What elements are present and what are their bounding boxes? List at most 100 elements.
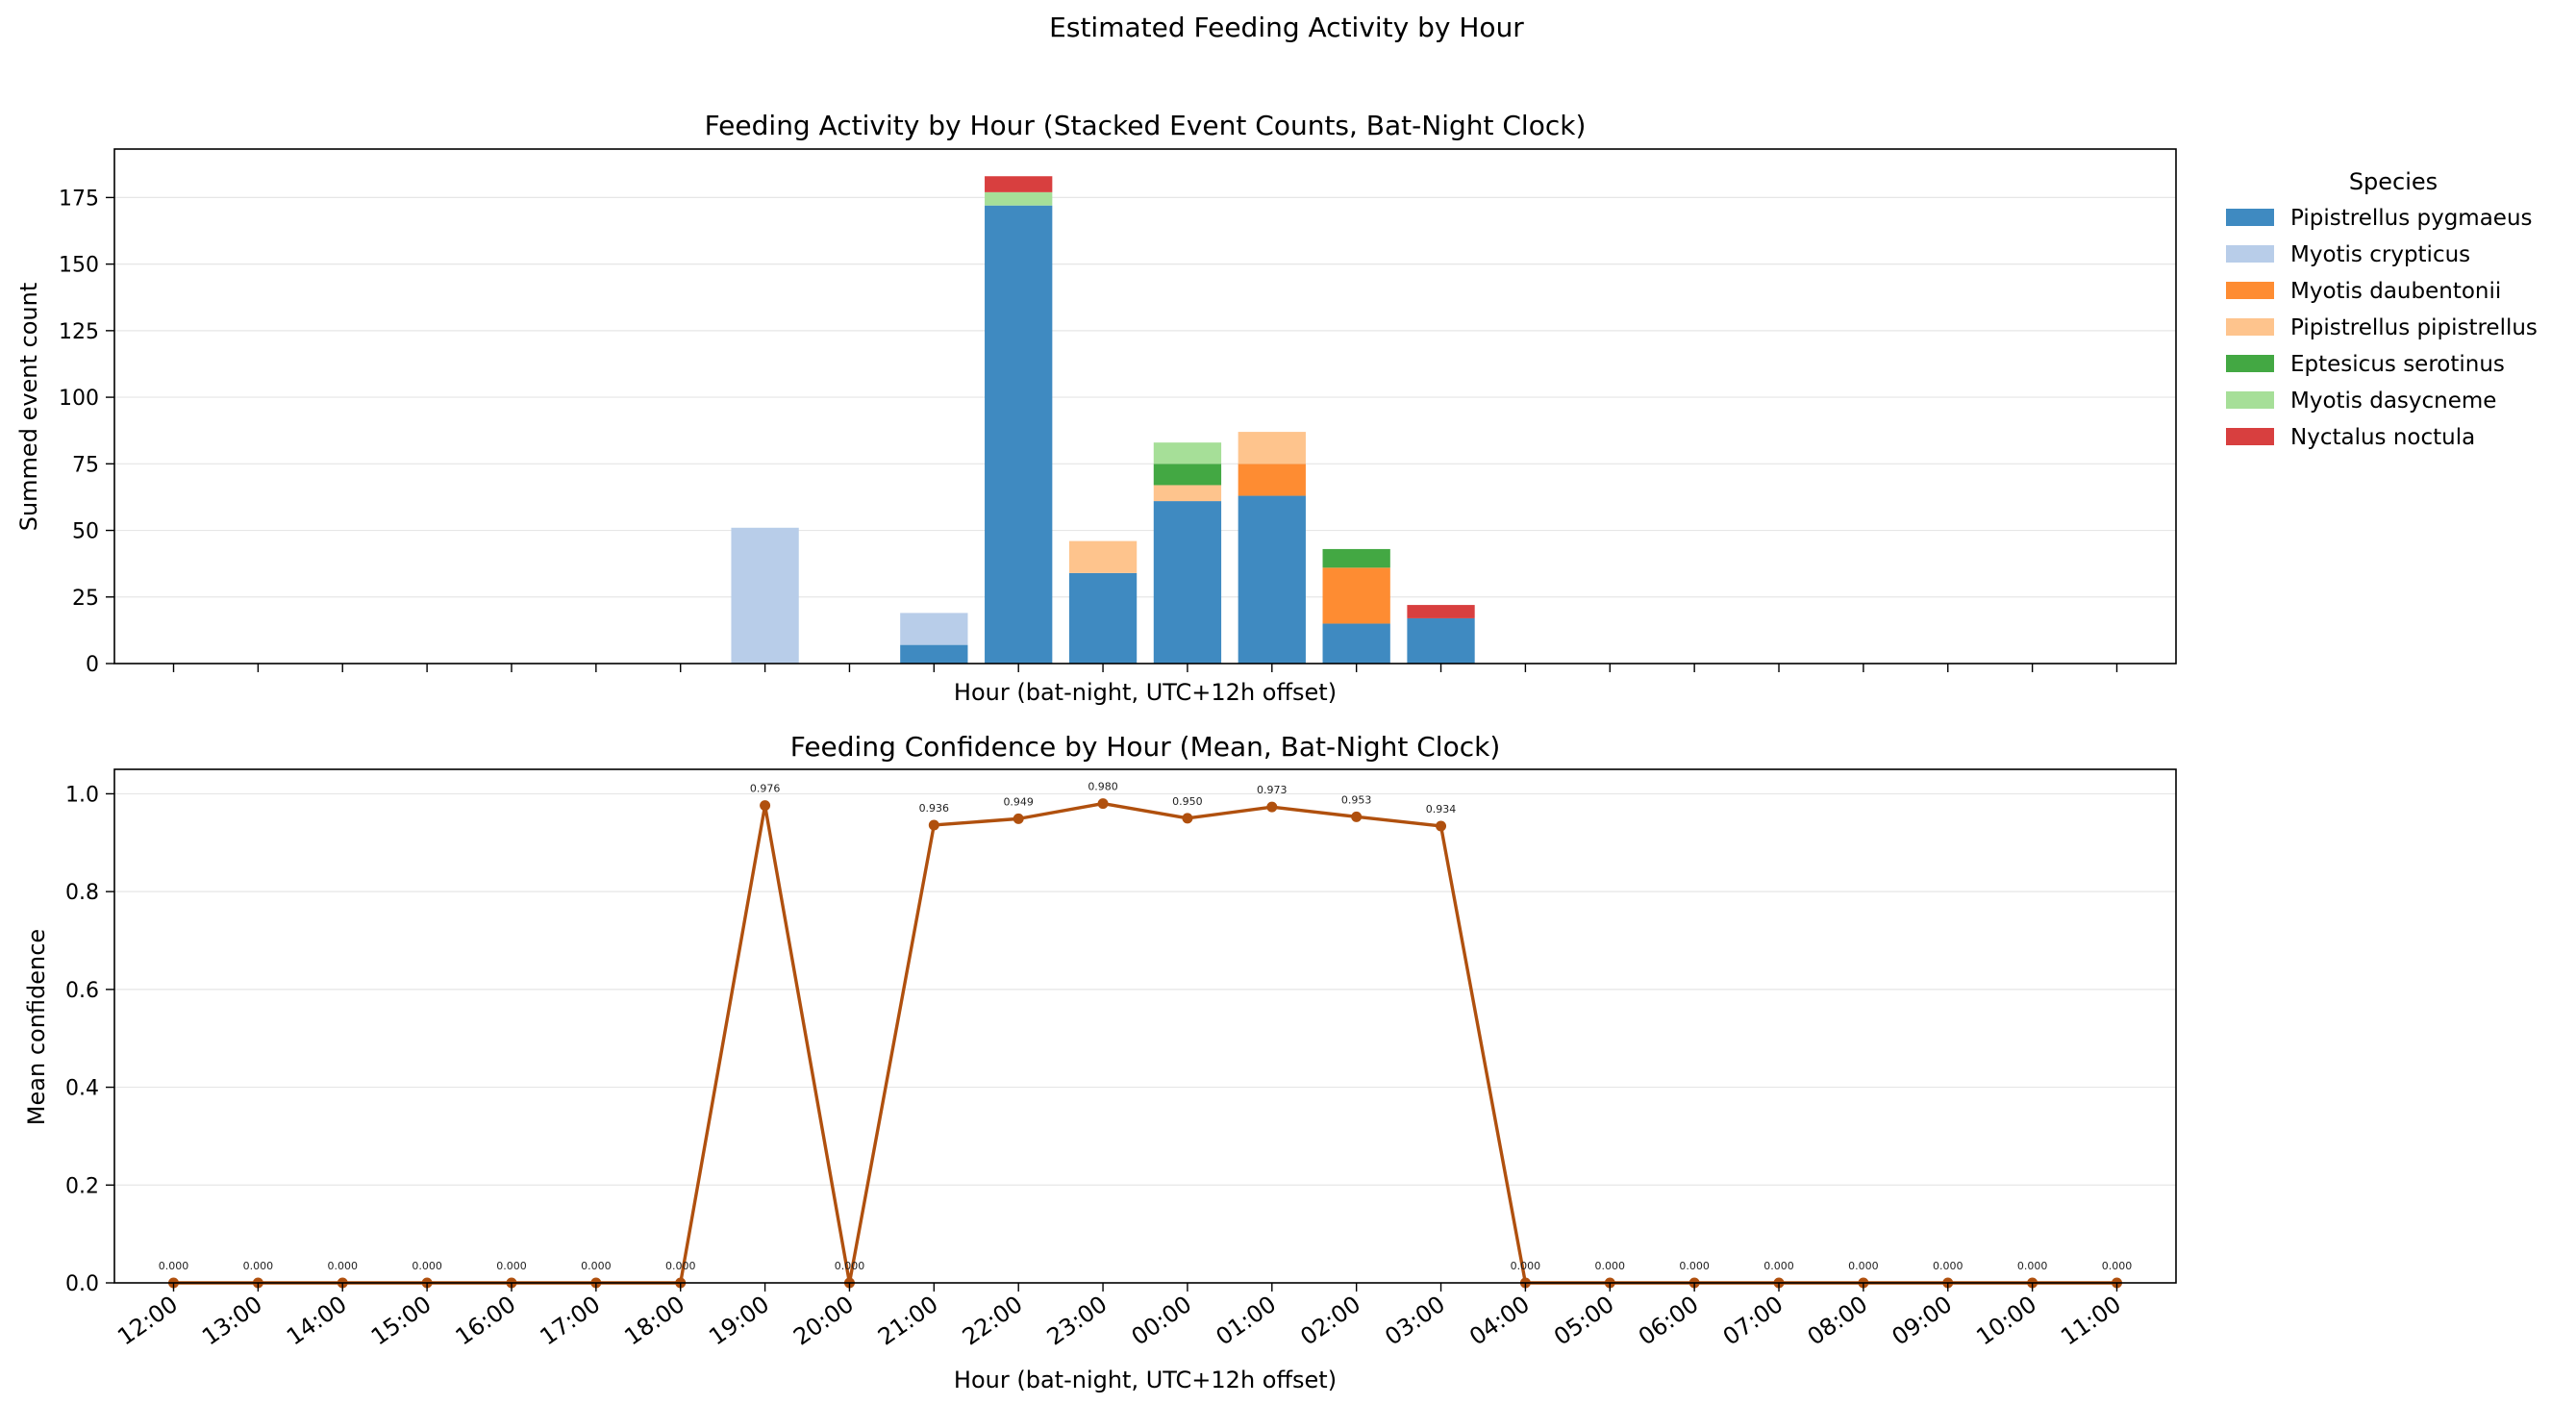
top-chart-title: Feeding Activity by Hour (Stacked Event … xyxy=(705,110,1587,141)
legend-entry: Myotis daubentonii xyxy=(2290,279,2501,304)
bar-segment xyxy=(1153,485,1222,502)
confidence-data-label: 0.976 xyxy=(750,783,781,795)
bottom-y-tick-label: 0.2 xyxy=(65,1174,99,1198)
bar-segment xyxy=(1238,495,1306,664)
bottom-x-tick-label: 01:00 xyxy=(1212,1291,1282,1351)
bar-segment xyxy=(1238,464,1306,496)
bottom-y-tick-label: 0.0 xyxy=(65,1272,99,1296)
bottom-x-tick-label: 12:00 xyxy=(113,1291,183,1351)
bottom-x-tick-label: 21:00 xyxy=(873,1291,943,1351)
legend-swatch xyxy=(2226,209,2274,226)
legend-swatch xyxy=(2226,318,2274,336)
confidence-point xyxy=(760,800,771,812)
bottom-y-tick-label: 0.4 xyxy=(65,1077,99,1101)
bottom-x-tick-label: 09:00 xyxy=(1887,1291,1957,1351)
bottom-x-tick-label: 00:00 xyxy=(1127,1291,1197,1351)
bottom-y-tick-label: 0.8 xyxy=(65,881,99,905)
confidence-data-label: 0.000 xyxy=(1595,1260,1626,1272)
bottom-x-ticks: 12:00 13:00 14:00 15:00 16:00 17:00 18:00 19:00… xyxy=(113,1283,2126,1351)
bottom-x-tick-label: 05:00 xyxy=(1549,1291,1619,1351)
bottom-x-tick-label: 04:00 xyxy=(1464,1291,1535,1351)
bottom-x-tick-label: 13:00 xyxy=(197,1291,267,1351)
bar-segment xyxy=(1322,567,1390,624)
bottom-x-tick-label: 08:00 xyxy=(1803,1291,1873,1351)
bar-segment xyxy=(900,644,968,664)
stacked-bar-chart: Feeding Activity by Hour (Stacked Event … xyxy=(15,110,2177,706)
legend-title: Species xyxy=(2349,168,2438,195)
bottom-x-tick-label: 16:00 xyxy=(451,1291,521,1351)
confidence-data-label: 0.000 xyxy=(2017,1260,2048,1272)
bottom-x-tick-label: 10:00 xyxy=(1971,1291,2041,1351)
confidence-data-label: 0.000 xyxy=(1933,1260,1963,1272)
bar-segment xyxy=(1153,442,1222,464)
confidence-data-label: 0.936 xyxy=(919,802,950,815)
confidence-data-label: 0.000 xyxy=(2102,1260,2133,1272)
bottom-y-axis-label: Mean confidence xyxy=(23,929,50,1125)
confidence-point xyxy=(1266,801,1278,813)
bottom-x-tick-label: 19:00 xyxy=(704,1291,774,1351)
top-y-tick-label: 150 xyxy=(59,254,99,278)
top-y-tick-label: 175 xyxy=(59,187,99,211)
bottom-x-tick-label: 07:00 xyxy=(1718,1291,1788,1351)
confidence-data-label: 0.950 xyxy=(1172,795,1203,808)
confidence-data-label: 0.980 xyxy=(1088,781,1118,793)
confidence-data-label: 0.000 xyxy=(159,1260,189,1272)
top-gridlines xyxy=(114,196,2176,665)
bar-segment xyxy=(1322,548,1390,568)
top-bars xyxy=(731,176,1475,665)
top-x-axis-label: Hour (bat-night, UTC+12h offset) xyxy=(954,679,1337,706)
bottom-y-tick-label: 1.0 xyxy=(65,783,99,807)
figure-suptitle: Estimated Feeding Activity by Hour xyxy=(1049,12,1524,43)
bottom-x-tick-label: 11:00 xyxy=(2056,1291,2126,1351)
bottom-x-tick-label: 14:00 xyxy=(282,1291,352,1351)
bar-segment xyxy=(1153,501,1222,664)
bar-segment xyxy=(1153,464,1222,486)
confidence-data-label: 0.000 xyxy=(496,1260,527,1272)
bottom-y-ticks: 0.0 0.2 0.4 0.6 0.8 1.0 xyxy=(65,783,114,1296)
confidence-data-label: 0.949 xyxy=(1003,795,1034,808)
bottom-x-tick-label: 03:00 xyxy=(1380,1291,1450,1351)
bar-segment xyxy=(985,191,1053,206)
confidence-point xyxy=(1436,820,1447,832)
top-y-tick-label: 50 xyxy=(72,520,99,544)
legend-swatch xyxy=(2226,391,2274,409)
confidence-series: 0.000 0.000 0.000 0.000 0.000 0.000 0.000 0.976… xyxy=(159,781,2132,1289)
bar-segment xyxy=(731,527,799,664)
bottom-x-tick-label: 23:00 xyxy=(1042,1291,1113,1351)
bottom-plot-frame xyxy=(113,768,2177,1284)
confidence-data-label: 0.000 xyxy=(1679,1260,1710,1272)
confidence-data-label: 0.973 xyxy=(1257,784,1288,796)
confidence-line xyxy=(173,801,2117,1285)
bottom-gridlines xyxy=(114,792,2176,1284)
legend-entry: Pipistrellus pygmaeus xyxy=(2290,206,2533,231)
bar-segment xyxy=(1068,540,1138,573)
confidence-point xyxy=(1351,811,1363,822)
bottom-y-tick-label: 0.6 xyxy=(65,979,99,1003)
bar-segment xyxy=(1407,605,1475,618)
species-legend: Species Pipistrellus pygmaeus Myotis cryp… xyxy=(2226,168,2538,450)
confidence-data-label: 0.000 xyxy=(1763,1260,1794,1272)
bar-segment xyxy=(1407,617,1475,664)
bottom-x-tick-label: 17:00 xyxy=(536,1291,606,1351)
legend-entry: Pipistrellus pipistrellus xyxy=(2290,315,2538,340)
top-plot-frame xyxy=(113,148,2177,665)
bottom-x-tick-label: 22:00 xyxy=(958,1291,1028,1351)
confidence-point xyxy=(1097,798,1109,810)
confidence-data-label: 0.000 xyxy=(1511,1260,1541,1272)
legend-swatch xyxy=(2226,428,2274,445)
bottom-x-tick-label: 20:00 xyxy=(788,1291,859,1351)
top-x-ticks xyxy=(172,664,2118,672)
bottom-x-tick-label: 15:00 xyxy=(366,1291,437,1351)
legend-swatch xyxy=(2226,245,2274,263)
confidence-data-label: 0.000 xyxy=(412,1260,442,1272)
confidence-data-label: 0.000 xyxy=(1848,1260,1879,1272)
bottom-chart-title: Feeding Confidence by Hour (Mean, Bat-Ni… xyxy=(790,731,1501,763)
bar-segment xyxy=(1068,572,1138,664)
bottom-x-tick-label: 02:00 xyxy=(1295,1291,1365,1351)
legend-swatch xyxy=(2226,355,2274,372)
confidence-data-label: 0.934 xyxy=(1426,803,1457,815)
confidence-point xyxy=(1182,813,1193,824)
bar-segment xyxy=(1238,432,1306,464)
confidence-data-label: 0.000 xyxy=(665,1260,696,1272)
bar-segment xyxy=(985,176,1053,192)
